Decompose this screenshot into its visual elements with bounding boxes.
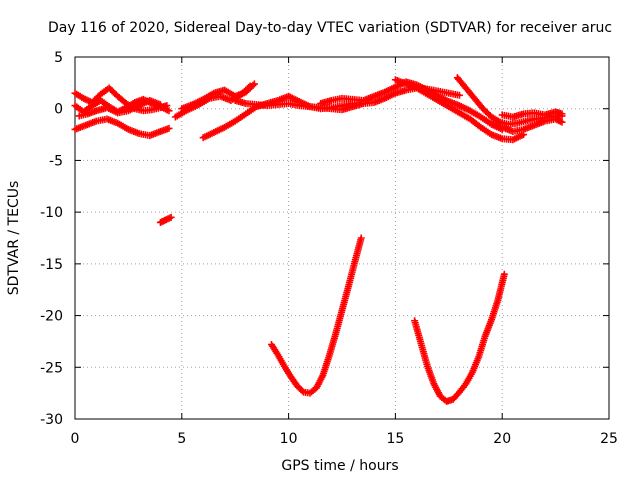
y-tick-label: 0 — [54, 102, 63, 118]
y-tick-label: -30 — [40, 412, 63, 428]
series-arc-13 — [488, 115, 566, 135]
y-tick-label: 5 — [54, 50, 63, 66]
series-arc-15 — [268, 234, 365, 397]
series-arc-3 — [71, 115, 173, 140]
y-tick-label: -5 — [49, 153, 63, 169]
chart-title: Day 116 of 2020, Sidereal Day-to-day VTE… — [48, 20, 612, 36]
y-axis-label: SDTVAR / TECUs — [6, 181, 22, 296]
data-point — [558, 118, 566, 126]
data-point — [167, 213, 175, 221]
data-point — [165, 124, 173, 132]
y-tick-label: -20 — [40, 309, 63, 325]
y-tick-label: -15 — [40, 257, 63, 273]
data-point — [357, 234, 365, 242]
x-tick-label: 10 — [280, 431, 298, 447]
data-point — [249, 81, 257, 89]
x-tick-label: 20 — [493, 431, 511, 447]
x-tick-label: 15 — [386, 431, 404, 447]
x-tick-labels: 0 5 10 15 20 25 — [71, 431, 618, 447]
x-axis-label: GPS time / hours — [281, 458, 398, 474]
series-arc-4 — [75, 96, 164, 120]
series-arc-16 — [411, 270, 508, 405]
x-tick-label: 25 — [600, 431, 618, 447]
data-point — [558, 110, 566, 118]
data-point — [165, 107, 173, 115]
data-point — [500, 270, 508, 278]
plot-frame — [74, 56, 610, 420]
y-tick-label: -10 — [40, 205, 63, 221]
y-tick-label: -25 — [40, 360, 63, 376]
series-arc-11 — [391, 76, 528, 144]
series-arc-14 — [498, 108, 566, 121]
data-point — [250, 80, 258, 88]
x-tick-label: 0 — [71, 431, 80, 447]
x-tick-label: 5 — [177, 431, 186, 447]
series-arc-5 — [156, 213, 175, 226]
y-tick-labels: 5 0 -5 -10 -15 -20 -25 -30 — [40, 50, 63, 428]
data-series — [71, 74, 566, 405]
series-arc-7 — [178, 80, 258, 113]
data-point — [455, 91, 463, 99]
data-point — [156, 101, 164, 109]
